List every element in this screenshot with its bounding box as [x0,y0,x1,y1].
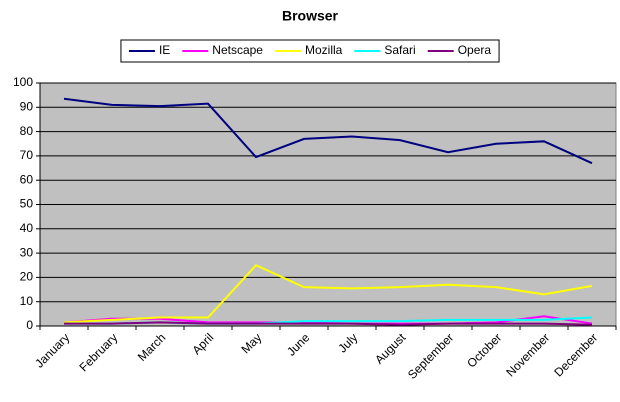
legend-label: Mozilla [305,43,343,57]
series-line [63,264,593,324]
y-tick-label: 0 [26,318,33,332]
series-line [63,97,593,165]
x-tick-label: July [335,330,360,355]
x-tick-label: May [238,330,264,356]
y-tick-label: 90 [20,99,34,113]
x-tick-label: January [32,330,72,370]
y-tick-label: 50 [20,197,34,211]
legend-box [120,39,500,63]
x-tick-label: November [503,330,552,379]
x-tick-label: April [189,330,216,357]
y-tick-label: 30 [20,245,34,259]
legend-label: Opera [458,43,492,57]
x-tick-label: August [372,330,409,367]
x-tick-label: February [77,330,121,374]
y-tick-label: 80 [20,124,34,138]
x-tick-label: September [405,330,456,381]
y-tick-label: 20 [20,270,34,284]
legend-label: IE [159,43,170,57]
y-tick-label: 70 [20,148,34,162]
y-tick-label: 60 [20,172,34,186]
legend-label: Netscape [212,43,263,57]
x-tick-label: June [284,330,313,359]
series-line [64,321,593,326]
x-tick-label: December [551,330,600,379]
chart-title: Browser [282,8,339,24]
x-tick-label: October [464,330,504,370]
legend: IE Netscape Mozilla Safari Opera [120,39,500,63]
legend-label: Safari [384,43,415,57]
y-tick-label: 100 [13,75,33,89]
y-tick-label: 10 [20,294,34,308]
x-tick-label: March [135,330,168,363]
y-tick-label: 40 [20,221,34,235]
